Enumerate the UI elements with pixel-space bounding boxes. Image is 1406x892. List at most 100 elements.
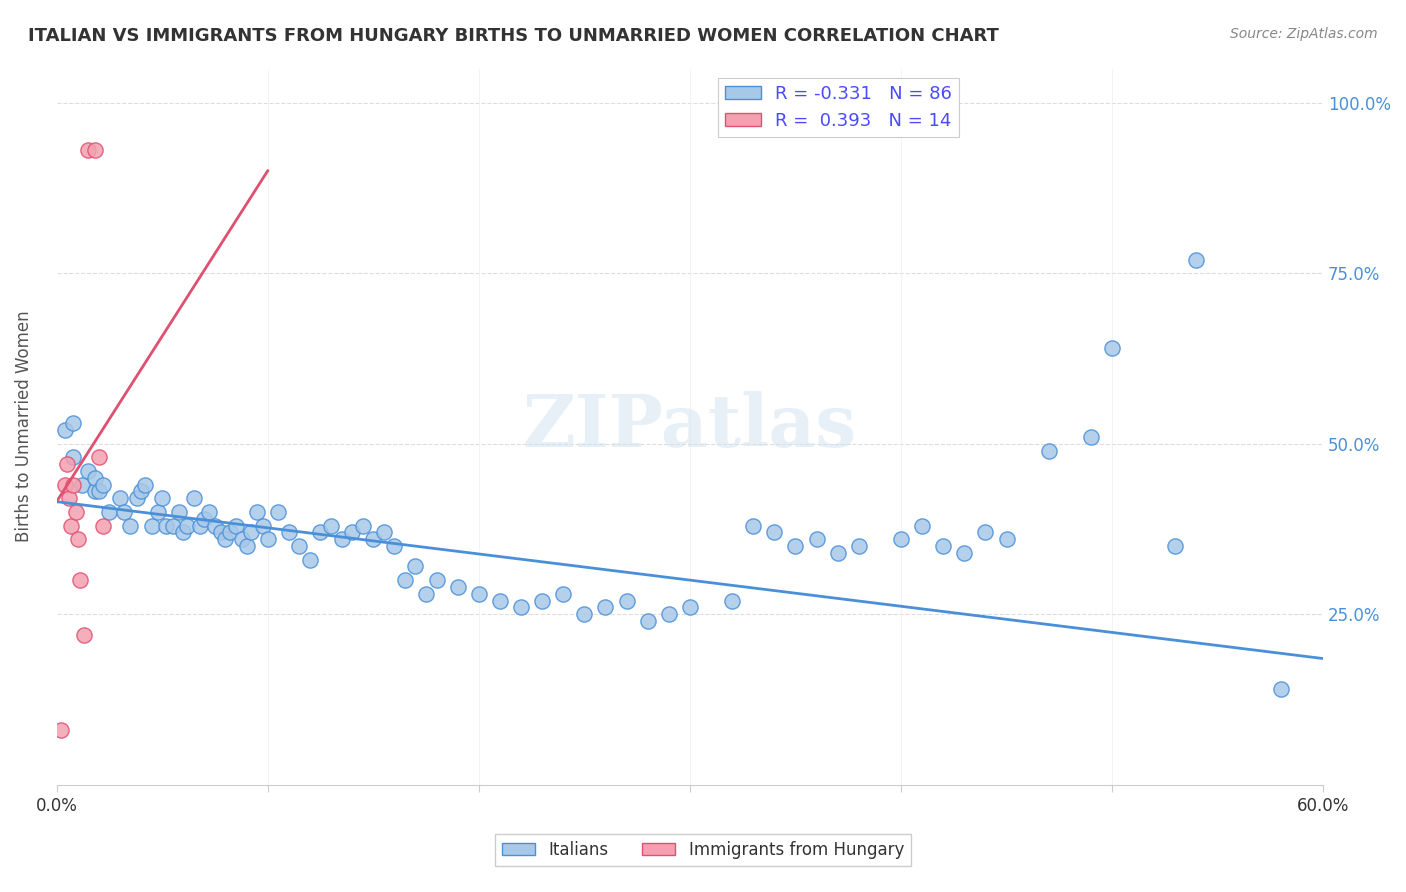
- Point: [53, 477, 76, 491]
- Point: [172, 525, 194, 540]
- Point: [848, 539, 870, 553]
- Point: [1101, 341, 1123, 355]
- Point: [87, 484, 110, 499]
- Point: [87, 450, 110, 465]
- Point: [62, 477, 84, 491]
- Point: [252, 518, 274, 533]
- Point: [1185, 252, 1208, 267]
- Point: [1038, 443, 1060, 458]
- Point: [155, 518, 177, 533]
- Point: [658, 607, 681, 622]
- Point: [394, 573, 416, 587]
- Point: [1270, 682, 1292, 697]
- Point: [62, 416, 84, 430]
- Point: [83, 471, 105, 485]
- Point: [108, 491, 131, 506]
- Point: [426, 573, 449, 587]
- Point: [239, 525, 262, 540]
- Point: [806, 532, 828, 546]
- Point: [231, 532, 253, 546]
- Point: [256, 532, 278, 546]
- Text: ZIPatlas: ZIPatlas: [523, 391, 856, 462]
- Point: [214, 532, 236, 546]
- Point: [141, 518, 163, 533]
- Point: [531, 593, 554, 607]
- Point: [150, 491, 173, 506]
- Legend: Italians, Immigrants from Hungary: Italians, Immigrants from Hungary: [495, 835, 911, 866]
- Point: [176, 518, 198, 533]
- Y-axis label: Births to Unmarried Women: Births to Unmarried Women: [15, 310, 32, 542]
- Point: [56, 457, 79, 471]
- Point: [66, 532, 89, 546]
- Point: [995, 532, 1018, 546]
- Point: [890, 532, 912, 546]
- Point: [70, 477, 93, 491]
- Point: [77, 144, 100, 158]
- Point: [510, 600, 533, 615]
- Point: [679, 600, 702, 615]
- Point: [974, 525, 997, 540]
- Point: [167, 505, 190, 519]
- Point: [330, 532, 353, 546]
- Point: [953, 546, 976, 560]
- Point: [721, 593, 744, 607]
- Point: [218, 525, 240, 540]
- Point: [361, 532, 384, 546]
- Point: [235, 539, 257, 553]
- Point: [340, 525, 363, 540]
- Legend: R = -0.331   N = 86, R =  0.393   N = 14: R = -0.331 N = 86, R = 0.393 N = 14: [717, 78, 959, 137]
- Point: [129, 484, 152, 499]
- Point: [120, 518, 142, 533]
- Point: [146, 505, 169, 519]
- Point: [319, 518, 342, 533]
- Point: [352, 518, 374, 533]
- Point: [309, 525, 332, 540]
- Point: [98, 505, 121, 519]
- Point: [932, 539, 955, 553]
- Point: [1164, 539, 1187, 553]
- Point: [91, 518, 114, 533]
- Point: [288, 539, 311, 553]
- Point: [1080, 430, 1102, 444]
- Point: [225, 518, 247, 533]
- Text: Source: ZipAtlas.com: Source: ZipAtlas.com: [1230, 27, 1378, 41]
- Point: [827, 546, 849, 560]
- Point: [73, 628, 96, 642]
- Point: [373, 525, 395, 540]
- Point: [77, 464, 100, 478]
- Point: [83, 484, 105, 499]
- Point: [65, 505, 87, 519]
- Point: [763, 525, 786, 540]
- Point: [468, 587, 491, 601]
- Point: [277, 525, 299, 540]
- Point: [49, 723, 72, 738]
- Point: [404, 559, 426, 574]
- Point: [60, 518, 83, 533]
- Point: [193, 512, 215, 526]
- Point: [415, 587, 437, 601]
- Point: [58, 491, 80, 506]
- Point: [246, 505, 269, 519]
- Text: ITALIAN VS IMMIGRANTS FROM HUNGARY BIRTHS TO UNMARRIED WOMEN CORRELATION CHART: ITALIAN VS IMMIGRANTS FROM HUNGARY BIRTH…: [28, 27, 1000, 45]
- Point: [112, 505, 135, 519]
- Point: [53, 423, 76, 437]
- Point: [125, 491, 148, 506]
- Point: [382, 539, 405, 553]
- Point: [188, 518, 211, 533]
- Point: [162, 518, 184, 533]
- Point: [209, 525, 232, 540]
- Point: [911, 518, 934, 533]
- Point: [553, 587, 575, 601]
- Point: [197, 505, 219, 519]
- Point: [489, 593, 512, 607]
- Point: [183, 491, 205, 506]
- Point: [447, 580, 470, 594]
- Point: [574, 607, 596, 622]
- Point: [595, 600, 617, 615]
- Point: [267, 505, 290, 519]
- Point: [785, 539, 807, 553]
- Point: [742, 518, 765, 533]
- Point: [204, 518, 226, 533]
- Point: [637, 614, 659, 628]
- Point: [91, 477, 114, 491]
